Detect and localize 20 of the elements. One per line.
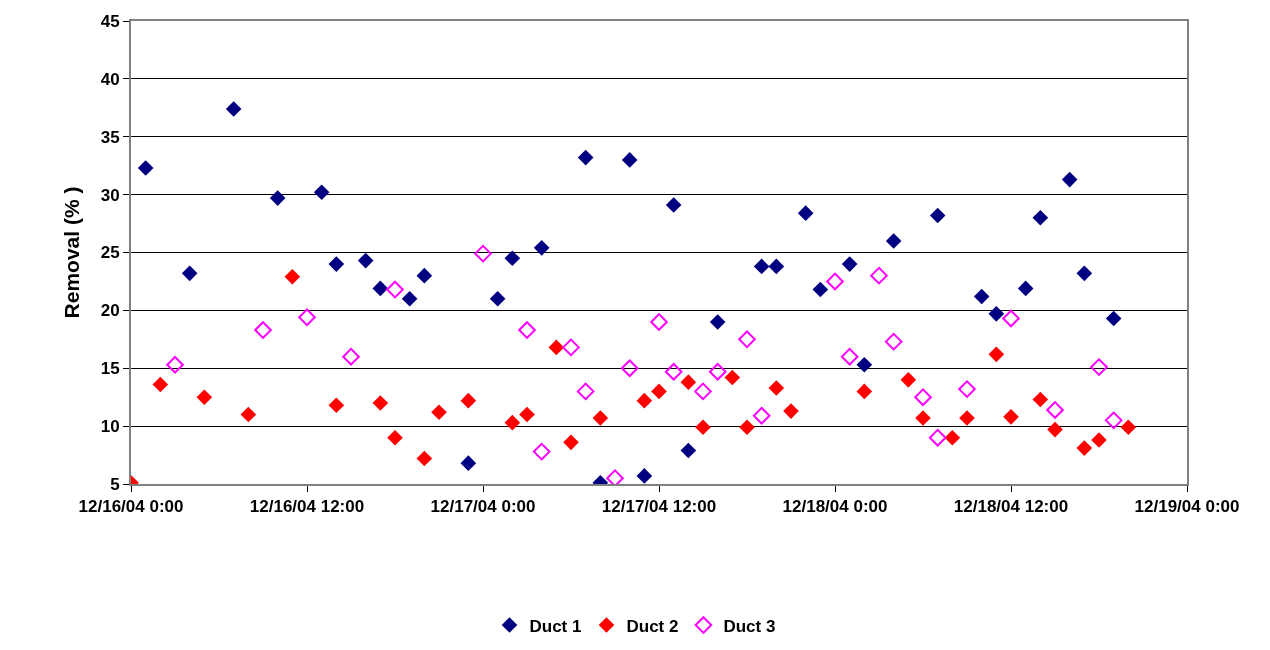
x-tick-label: 12/17/04 0:00 [430, 497, 536, 517]
y-tick-label: 40 [100, 69, 120, 89]
y-tick-label: 30 [100, 185, 120, 205]
y-tick-label: 10 [100, 417, 120, 437]
x-tick-label: 12/18/04 0:00 [782, 497, 888, 517]
legend-label: Duct 3 [723, 616, 776, 636]
x-tick-label: 12/16/04 0:00 [78, 497, 184, 517]
y-tick-label: 20 [100, 301, 120, 321]
x-tick-label: 12/19/04 0:00 [1134, 497, 1240, 517]
y-axis-title: Removal (% ) [60, 186, 84, 319]
legend-label: Duct 2 [626, 616, 679, 636]
y-tick-label: 15 [100, 359, 120, 379]
y-tick-label: 25 [100, 243, 120, 263]
y-tick-label: 35 [100, 127, 120, 147]
legend-label: Duct 1 [529, 616, 582, 636]
x-tick-label: 12/18/04 12:00 [953, 497, 1069, 517]
y-tick-label: 45 [100, 11, 120, 31]
x-tick-label: 12/17/04 12:00 [601, 497, 717, 517]
x-tick-label: 12/16/04 12:00 [249, 497, 365, 517]
y-tick-label: 5 [110, 474, 120, 494]
